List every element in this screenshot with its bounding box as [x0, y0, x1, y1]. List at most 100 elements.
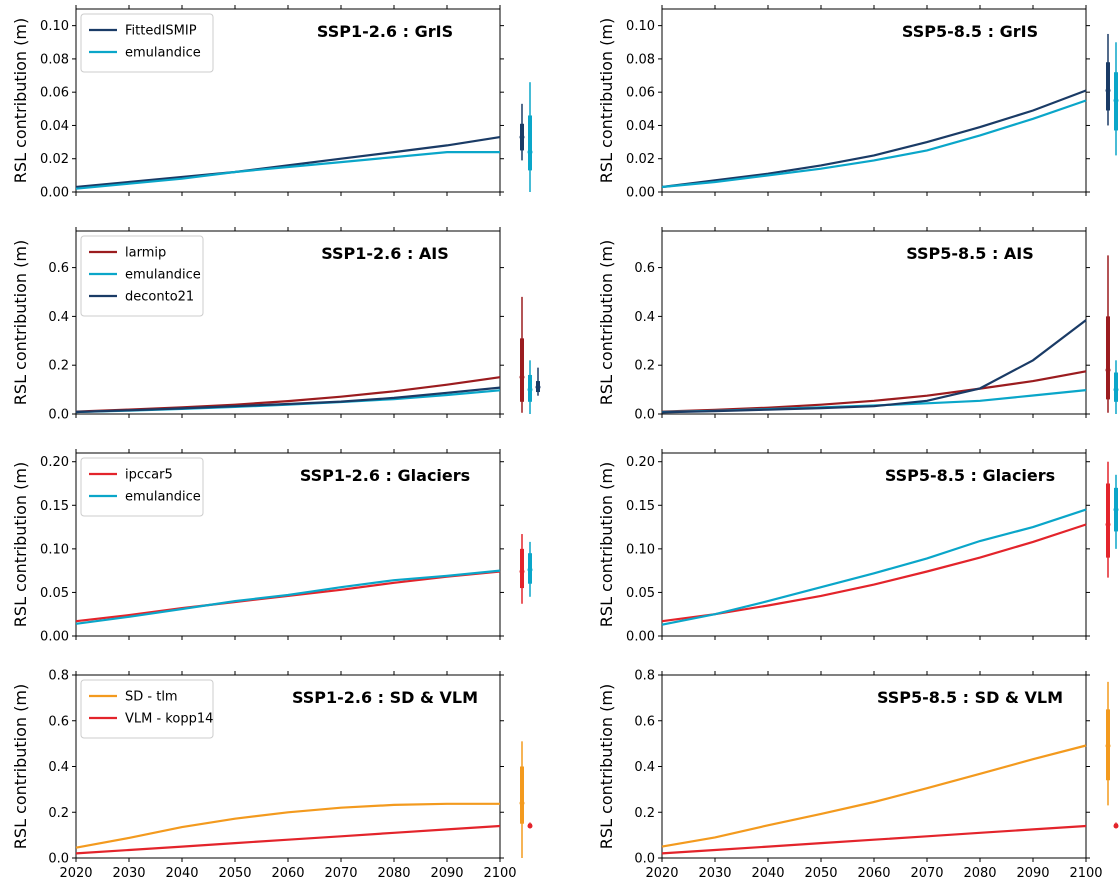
series-line-emulandice	[75, 151, 500, 190]
y-tick-label: 0.00	[626, 186, 655, 201]
series-line-sd---tlm	[661, 744, 1087, 848]
y-tick-label: 0.00	[40, 630, 69, 645]
legend-label: deconto21	[125, 290, 194, 305]
x-tick-label: 2020	[59, 866, 92, 881]
y-tick-label: 0.4	[48, 760, 69, 775]
y-tick-label: 0.04	[626, 119, 655, 134]
legend-box	[80, 13, 214, 73]
y-tick-label: 0.10	[626, 542, 655, 557]
y-tick-label: 0.10	[40, 19, 69, 34]
y-tick-label: 0.2	[48, 359, 69, 374]
y-tick-label: 0.15	[626, 499, 655, 514]
range-median-dot	[1105, 521, 1111, 527]
legend-label: emulandice	[125, 268, 201, 283]
panel-5: 0.00 0.05 0.10 0.15 0.20 RSL contribution (m)…	[11, 449, 533, 645]
series-line-emulandice	[661, 99, 1087, 189]
range-median-dot	[527, 823, 533, 829]
legend-label: VLM - kopp14	[125, 712, 213, 727]
y-tick-label: 0.2	[634, 359, 655, 374]
panel-4: 0.0 0.2 0.4 0.6 RSL contribution (m) SSP5-8.5…	[597, 227, 1119, 423]
series-line-emulandice	[75, 569, 501, 625]
range-median-dot	[527, 387, 533, 393]
y-tick-label: 0.05	[626, 586, 655, 601]
y-tick-label: 0.2	[48, 806, 69, 821]
y-tick-label: 0.6	[48, 261, 69, 276]
y-tick-label: 0.6	[634, 714, 655, 729]
panel-7: 0.0 0.2 0.4 0.6 0.8 2020 2030 2040 2050 2060 2070 2…	[11, 669, 533, 881]
legend-label: FittedISMIP	[125, 24, 197, 39]
legend-label: ipccar5	[125, 468, 173, 483]
panel-6: 0.00 0.05 0.10 0.15 0.20 RSL contribution (m)…	[597, 449, 1119, 645]
x-tick-label: 2040	[751, 866, 784, 881]
y-axis-label: RSL contribution (m)	[11, 18, 30, 183]
x-tick-label: 2070	[910, 866, 943, 881]
y-tick-label: 0.08	[626, 52, 655, 67]
legend-label: emulandice	[125, 490, 201, 505]
x-tick-label: 2090	[430, 866, 463, 881]
x-tick-label: 2090	[1016, 866, 1049, 881]
range-median-dot	[1105, 88, 1111, 94]
x-tick-label: 2040	[165, 866, 198, 881]
y-tick-label: 0.2	[634, 806, 655, 821]
y-tick-label: 0.6	[634, 261, 655, 276]
y-tick-label: 0.15	[40, 499, 69, 514]
range-median-dot	[535, 384, 541, 390]
y-tick-label: 0.0	[48, 408, 69, 423]
y-tick-label: 0.20	[626, 455, 655, 470]
y-axis-label: RSL contribution (m)	[11, 240, 30, 405]
y-tick-label: 0.6	[48, 714, 69, 729]
range-median-dot	[1113, 823, 1119, 829]
range-median-dot	[519, 569, 525, 575]
x-tick-label: 2100	[1069, 866, 1102, 881]
x-tick-label: 2100	[483, 866, 516, 881]
x-tick-label: 2020	[645, 866, 678, 881]
legend-box	[80, 457, 204, 517]
panel-title: SSP1-2.6 : GrIS	[317, 22, 453, 41]
panel-title: SSP5-8.5 : GrIS	[902, 22, 1038, 41]
y-axis-label: RSL contribution (m)	[11, 462, 30, 627]
x-tick-label: 2080	[963, 866, 996, 881]
x-tick-label: 2060	[857, 866, 890, 881]
series-line-deconto21	[75, 386, 501, 414]
y-axis-label: RSL contribution (m)	[597, 240, 616, 405]
y-tick-label: 0.05	[40, 586, 69, 601]
y-tick-label: 0.00	[626, 630, 655, 645]
x-tick-label: 2050	[804, 866, 837, 881]
range-median-dot	[1105, 367, 1111, 373]
legend-label: SD - tlm	[125, 690, 178, 705]
series-line-vlm---kopp14	[75, 824, 501, 855]
panel-title: SSP1-2.6 : SD & VLM	[292, 688, 478, 707]
panel-title: SSP1-2.6 : Glaciers	[300, 466, 470, 485]
y-tick-label: 0.10	[40, 542, 69, 557]
panel-title: SSP5-8.5 : Glaciers	[885, 466, 1055, 485]
y-tick-label: 0.0	[634, 852, 655, 867]
y-tick-label: 0.8	[634, 669, 655, 684]
y-axis-label: RSL contribution (m)	[11, 684, 30, 849]
series-line-fittedismip	[661, 89, 1087, 189]
series-line-ipccar5	[661, 523, 1087, 623]
y-tick-label: 0.8	[48, 669, 69, 684]
x-tick-label: 2080	[377, 866, 410, 881]
series-line-ipccar5	[75, 570, 501, 623]
range-median-dot	[519, 134, 525, 140]
y-tick-label: 0.4	[634, 760, 655, 775]
legend-box	[80, 679, 214, 739]
y-tick-label: 0.10	[626, 19, 655, 34]
y-tick-label: 0.00	[40, 186, 69, 201]
y-tick-label: 0.0	[48, 852, 69, 867]
y-tick-label: 0.04	[40, 119, 69, 134]
range-median-dot	[1105, 743, 1111, 749]
range-median-dot	[1113, 387, 1119, 393]
y-axis-label: RSL contribution (m)	[597, 18, 616, 183]
series-line-emulandice	[661, 508, 1087, 626]
y-axis-label: RSL contribution (m)	[597, 684, 616, 849]
legend-label: larmip	[125, 246, 166, 261]
y-tick-label: 0.02	[626, 152, 655, 167]
range-median-dot	[527, 149, 533, 155]
panel-3: 0.0 0.2 0.4 0.6 RSL contribution (m) SSP1-2.6…	[11, 227, 541, 423]
y-tick-label: 0.4	[634, 310, 655, 325]
range-median-dot	[519, 374, 525, 380]
series-line-sd---tlm	[75, 802, 500, 849]
panel-title: SSP1-2.6 : AIS	[321, 244, 449, 263]
